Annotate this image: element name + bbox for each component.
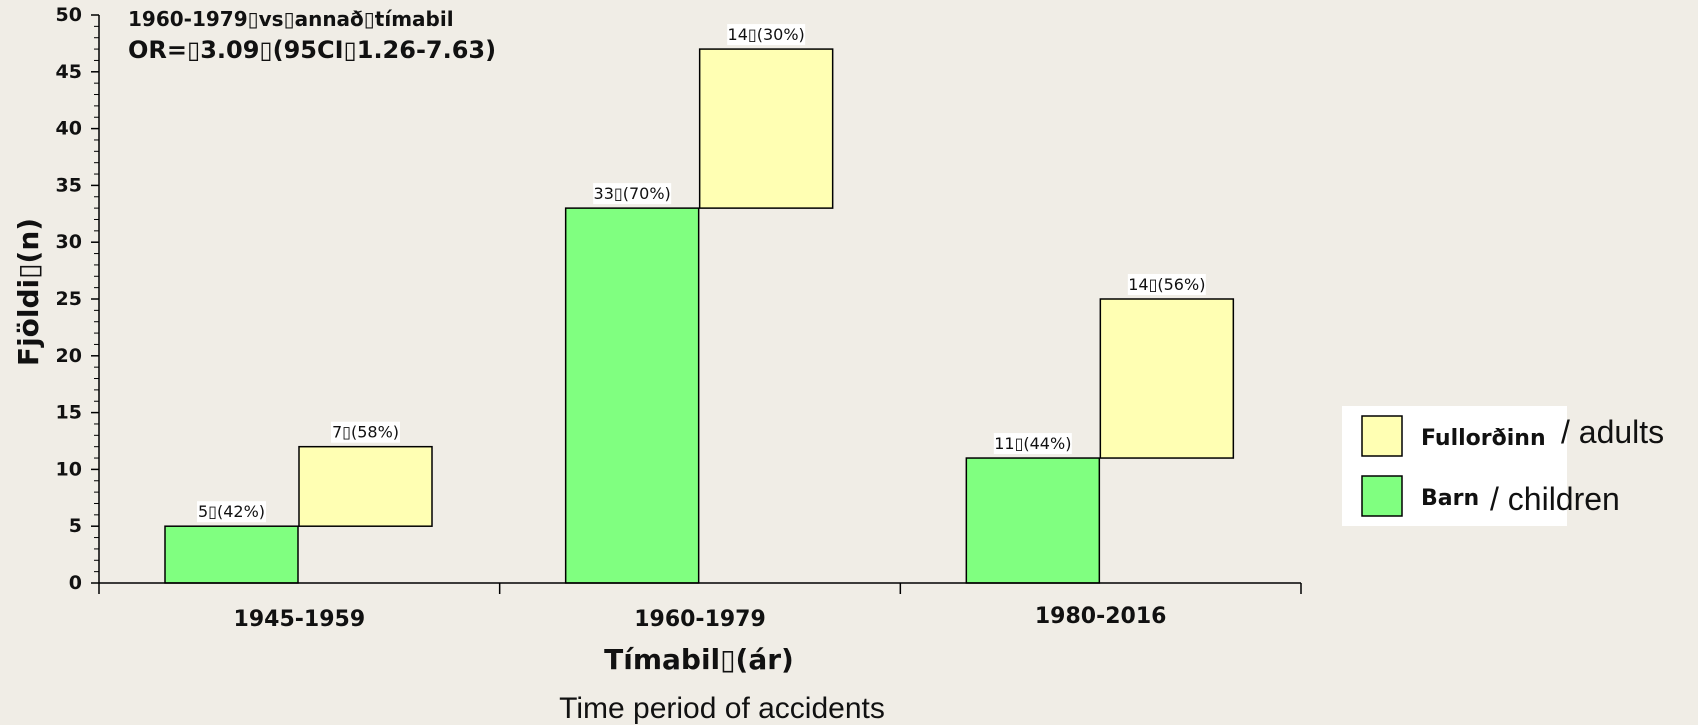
x-category-label: 1945-1959 — [234, 607, 366, 632]
data-label-bg — [593, 183, 672, 205]
y-tick-label: 40 — [56, 118, 82, 140]
data-label-bg — [331, 421, 400, 443]
legend-label-children-en: / children — [1490, 481, 1620, 517]
bar-adults — [298, 445, 433, 527]
y-tick-label: 30 — [56, 231, 82, 253]
data-label-bg — [197, 501, 266, 523]
legend-swatch-adults — [1361, 415, 1403, 457]
bar-children — [564, 207, 700, 584]
bar-children — [164, 525, 299, 584]
y-axis-ticks: 0 5 10 15 20 25 30 35 40 45 50 — [56, 4, 99, 594]
bar-adults — [1099, 298, 1235, 459]
bars — [164, 48, 1235, 584]
y-tick-label: 25 — [56, 288, 82, 310]
data-label: 14▯(30%) — [728, 25, 805, 44]
data-label-bg — [727, 24, 806, 46]
data-label: 11▯(44%) — [994, 434, 1071, 453]
x-axis-category-labels: 1945-1959 1960-1979 1980-2016 — [234, 604, 1167, 632]
legend-label-adults: Fullorðinn — [1421, 426, 1546, 451]
y-tick-label: 35 — [56, 174, 82, 196]
data-labels: 5▯(42%) 7▯(58%) 33▯(70%) 14▯(30%) 11▯(44%) 14… — [197, 24, 1206, 523]
legend-label-adults-en: / adults — [1561, 414, 1664, 450]
legend-swatch-children — [1361, 475, 1403, 517]
y-tick-label: 20 — [56, 345, 82, 367]
data-label-bg — [993, 433, 1072, 455]
legend-label-children: Barn — [1421, 486, 1479, 511]
x-category-label: 1980-2016 — [1035, 604, 1167, 629]
annotation-line-2: OR=▯3.09▯(95CI▯1.26-7.63) — [128, 36, 496, 64]
bar-adults — [698, 48, 834, 209]
x-axis-ticks — [98, 583, 1302, 594]
data-label: 14▯(56%) — [1128, 275, 1205, 294]
x-axis-title: Tímabil▯(ár) — [604, 643, 794, 676]
y-tick-label: 15 — [56, 402, 82, 424]
y-tick-label: 0 — [69, 572, 82, 594]
bar-children — [965, 457, 1101, 584]
y-tick-label: 45 — [56, 61, 82, 83]
data-label: 33▯(70%) — [594, 184, 671, 203]
y-tick-label: 50 — [56, 4, 82, 26]
data-label: 5▯(42%) — [198, 502, 265, 521]
data-label-bg — [1127, 274, 1206, 295]
y-axis-title: Fjöldi▯(n) — [12, 218, 45, 366]
data-label: 7▯(58%) — [332, 423, 399, 442]
annotation-line-1: 1960-1979▯vs▯annað▯tímabil — [128, 7, 454, 31]
y-tick-label: 5 — [69, 515, 82, 537]
x-axis-subtitle: Time period of accidents — [559, 692, 885, 725]
legend: Fullorðinn / adults Barn / children — [1342, 406, 1664, 526]
y-tick-label: 10 — [56, 458, 82, 480]
x-category-label: 1960-1979 — [634, 607, 766, 632]
